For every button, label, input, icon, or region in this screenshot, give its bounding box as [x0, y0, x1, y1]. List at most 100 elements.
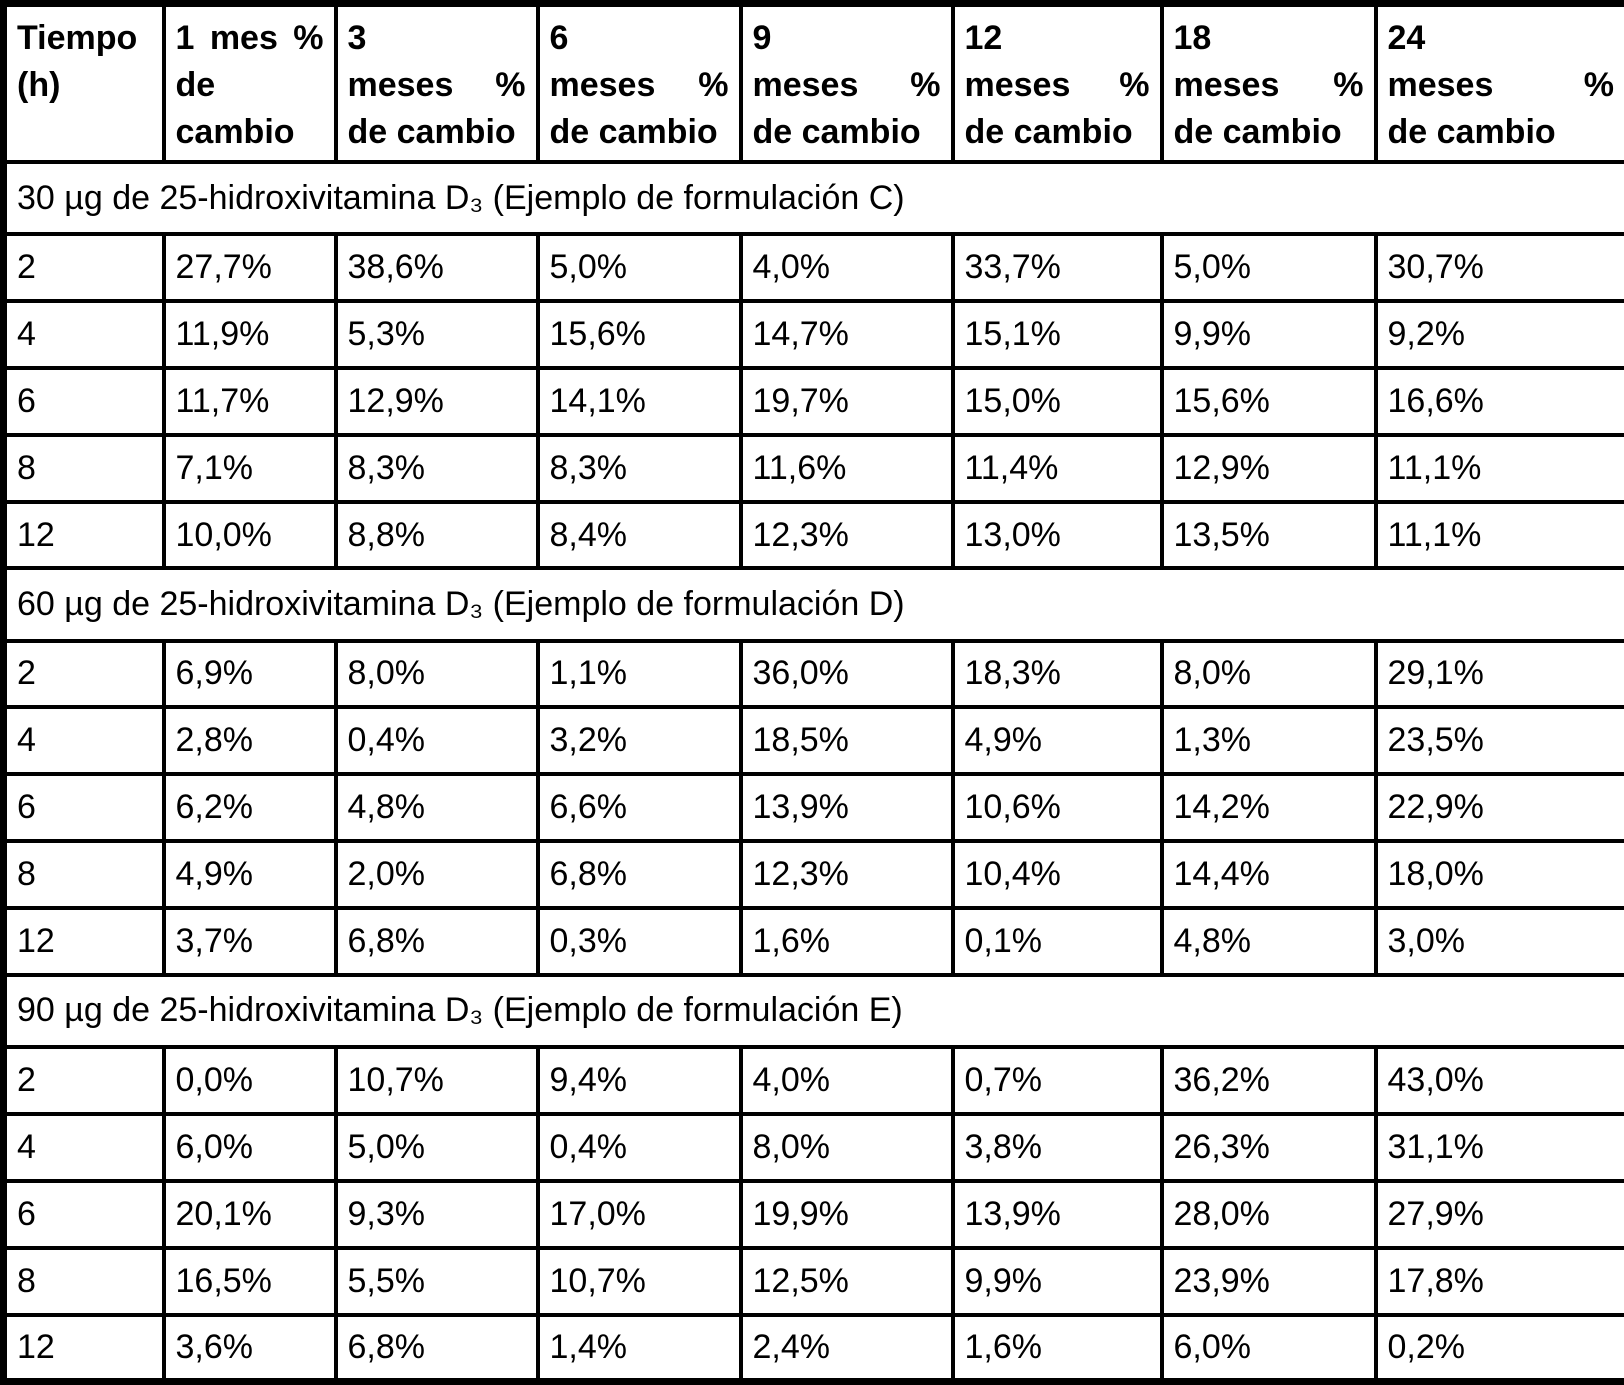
value-cell: 0,0% — [161, 1045, 338, 1116]
table-row: 4 2,8% 0,4% 3,2% 18,5% 4,9% 1,3% 23,5% — [1, 705, 1624, 777]
table-row: 8 7,1% 8,3% 8,3% 11,6% 11,4% 12,9% 11,1% — [1, 432, 1624, 504]
value-cell: 1,6% — [950, 1312, 1164, 1384]
header-line: 9 — [752, 19, 772, 57]
table-row: 4 6,0% 5,0% 0,4% 8,0% 3,8% 26,3% 31,1% — [1, 1111, 1624, 1183]
column-header-3-meses: 3 meses% de cambio — [333, 1, 540, 164]
column-header-1-mes: 1 mes% de cambio — [161, 1, 338, 164]
value-cell: 3,8% — [950, 1111, 1164, 1183]
header-word: meses — [1173, 66, 1280, 104]
value-cell: 0,4% — [333, 705, 540, 777]
header-line: meses% — [965, 62, 1150, 109]
time-cell: 2 — [1, 638, 166, 710]
value-cell: 15,1% — [950, 298, 1164, 370]
time-cell: 8 — [1, 1245, 166, 1317]
table-row: 12 10,0% 8,8% 8,4% 12,3% 13,0% 13,5% 11,1% — [1, 499, 1624, 571]
header-line: Tiempo — [17, 19, 138, 57]
value-cell: 11,6% — [738, 432, 955, 504]
header-line: 12 — [964, 19, 1003, 57]
header-word: % — [1333, 66, 1364, 104]
value-cell: 5,5% — [333, 1245, 540, 1317]
value-cell: 4,0% — [738, 232, 955, 303]
column-header-9-meses: 9 meses% de cambio — [738, 1, 955, 164]
header-line: meses% — [1174, 62, 1364, 109]
table-row: 4 11,9% 5,3% 15,6% 14,7% 15,1% 9,9% 9,2% — [1, 298, 1624, 370]
value-cell: 36,0% — [738, 638, 955, 710]
header-line: 24 — [1387, 19, 1426, 57]
value-cell: 14,7% — [738, 298, 955, 370]
header-line: 6 — [549, 19, 569, 57]
section-title: 30 µg de 25-hidroxivitamina D₃ (Ejemplo … — [1, 159, 1624, 237]
section-title: 60 µg de 25-hidroxivitamina D₃ (Ejemplo … — [1, 566, 1624, 643]
header-line: de cambio — [752, 113, 921, 151]
value-cell: 3,0% — [1373, 906, 1624, 977]
value-cell: 1,6% — [738, 906, 955, 977]
header-word: % — [1119, 66, 1150, 104]
value-cell: 10,0% — [161, 499, 338, 571]
value-cell: 13,5% — [1159, 499, 1378, 571]
value-cell: 28,0% — [1159, 1178, 1378, 1250]
value-cell: 6,8% — [535, 839, 743, 911]
value-cell: 6,0% — [161, 1111, 338, 1183]
table-row: 8 4,9% 2,0% 6,8% 12,3% 10,4% 14,4% 18,0% — [1, 839, 1624, 911]
time-cell: 8 — [1, 839, 166, 911]
value-cell: 13,0% — [950, 499, 1164, 571]
header-word: % — [1583, 66, 1614, 104]
header-word: % — [698, 66, 729, 104]
value-cell: 4,0% — [738, 1045, 955, 1116]
value-cell: 6,6% — [535, 772, 743, 844]
value-cell: 11,7% — [161, 365, 338, 437]
value-cell: 1,4% — [535, 1312, 743, 1384]
value-cell: 9,4% — [535, 1045, 743, 1116]
value-cell: 2,4% — [738, 1312, 955, 1384]
value-cell: 8,0% — [738, 1111, 955, 1183]
table-row: 6 6,2% 4,8% 6,6% 13,9% 10,6% 14,2% 22,9% — [1, 772, 1624, 844]
value-cell: 4,9% — [950, 705, 1164, 777]
column-header-24-meses: 24 meses% de cambio — [1373, 1, 1624, 164]
value-cell: 9,3% — [333, 1178, 540, 1250]
column-header-18-meses: 18 meses% de cambio — [1159, 1, 1378, 164]
value-cell: 15,6% — [1159, 365, 1378, 437]
value-cell: 18,5% — [738, 705, 955, 777]
table-row: 6 11,7% 12,9% 14,1% 19,7% 15,0% 15,6% 16,6% — [1, 365, 1624, 437]
header-line: meses% — [1388, 62, 1615, 109]
header-line: de cambio — [347, 113, 516, 151]
value-cell: 5,3% — [333, 298, 540, 370]
header-word: % — [495, 66, 526, 104]
value-cell: 31,1% — [1373, 1111, 1624, 1183]
header-word: meses — [964, 66, 1071, 104]
header-word: % — [293, 19, 324, 57]
value-cell: 14,4% — [1159, 839, 1378, 911]
value-cell: 17,0% — [535, 1178, 743, 1250]
value-cell: 3,7% — [161, 906, 338, 977]
value-cell: 5,0% — [1159, 232, 1378, 303]
value-cell: 0,2% — [1373, 1312, 1624, 1384]
header-line: de cambio — [1387, 113, 1556, 151]
time-cell: 4 — [1, 705, 166, 777]
table-row: 8 16,5% 5,5% 10,7% 12,5% 9,9% 23,9% 17,8% — [1, 1245, 1624, 1317]
table-row: 12 3,6% 6,8% 1,4% 2,4% 1,6% 6,0% 0,2% — [1, 1312, 1624, 1384]
value-cell: 33,7% — [950, 232, 1164, 303]
value-cell: 8,3% — [535, 432, 743, 504]
column-header-12-meses: 12 meses% de cambio — [950, 1, 1164, 164]
time-cell: 6 — [1, 772, 166, 844]
value-cell: 5,0% — [535, 232, 743, 303]
header-line: de cambio — [1173, 113, 1342, 151]
value-cell: 15,6% — [535, 298, 743, 370]
value-cell: 12,3% — [738, 499, 955, 571]
time-cell: 4 — [1, 1111, 166, 1183]
value-cell: 8,3% — [333, 432, 540, 504]
value-cell: 10,7% — [333, 1045, 540, 1116]
value-cell: 43,0% — [1373, 1045, 1624, 1116]
value-cell: 14,1% — [535, 365, 743, 437]
header-word: meses — [752, 66, 859, 104]
value-cell: 11,1% — [1373, 499, 1624, 571]
value-cell: 8,4% — [535, 499, 743, 571]
value-cell: 8,0% — [333, 638, 540, 710]
value-cell: 0,3% — [535, 906, 743, 977]
value-cell: 13,9% — [738, 772, 955, 844]
value-cell: 12,3% — [738, 839, 955, 911]
value-cell: 11,9% — [161, 298, 338, 370]
value-cell: 6,2% — [161, 772, 338, 844]
value-cell: 9,9% — [950, 1245, 1164, 1317]
